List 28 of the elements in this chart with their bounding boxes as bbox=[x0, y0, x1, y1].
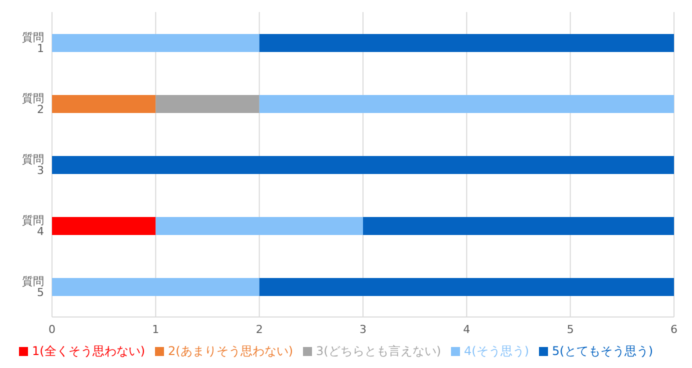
x-tick-label: 3 bbox=[360, 322, 366, 336]
y-tick-label: 質問 4 bbox=[22, 214, 44, 238]
bar bbox=[156, 217, 363, 235]
bar bbox=[156, 95, 260, 113]
x-tick-label: 4 bbox=[463, 322, 470, 336]
y-tick-label: 質問 1 bbox=[22, 30, 44, 55]
bar bbox=[52, 217, 156, 235]
y-tick-label: 質問 5 bbox=[22, 274, 44, 299]
bar bbox=[52, 34, 260, 52]
x-tick-label: 0 bbox=[48, 322, 56, 336]
legend-label: 3(どちらとも言えない) bbox=[316, 344, 441, 358]
y-tick-label: 質問 2 bbox=[22, 92, 44, 116]
bar bbox=[259, 95, 674, 113]
legend-label: 5(とてもそう思う) bbox=[552, 344, 653, 358]
bar bbox=[52, 95, 156, 113]
bar bbox=[52, 156, 674, 174]
legend-label: 4(そう思う) bbox=[464, 344, 529, 358]
x-tick-label: 6 bbox=[670, 322, 678, 336]
x-tick-label: 5 bbox=[566, 322, 574, 336]
x-tick-label: 1 bbox=[152, 322, 160, 336]
legend-label: 2(あまりそう思わない) bbox=[168, 344, 293, 358]
x-tick-label: 2 bbox=[256, 322, 263, 336]
bar bbox=[259, 34, 674, 52]
bar bbox=[363, 217, 674, 235]
legend-label: 1(全くそう思わない) bbox=[32, 344, 145, 358]
y-tick-label: 質問 3 bbox=[22, 152, 44, 177]
bar bbox=[52, 278, 260, 296]
bar bbox=[259, 278, 674, 296]
